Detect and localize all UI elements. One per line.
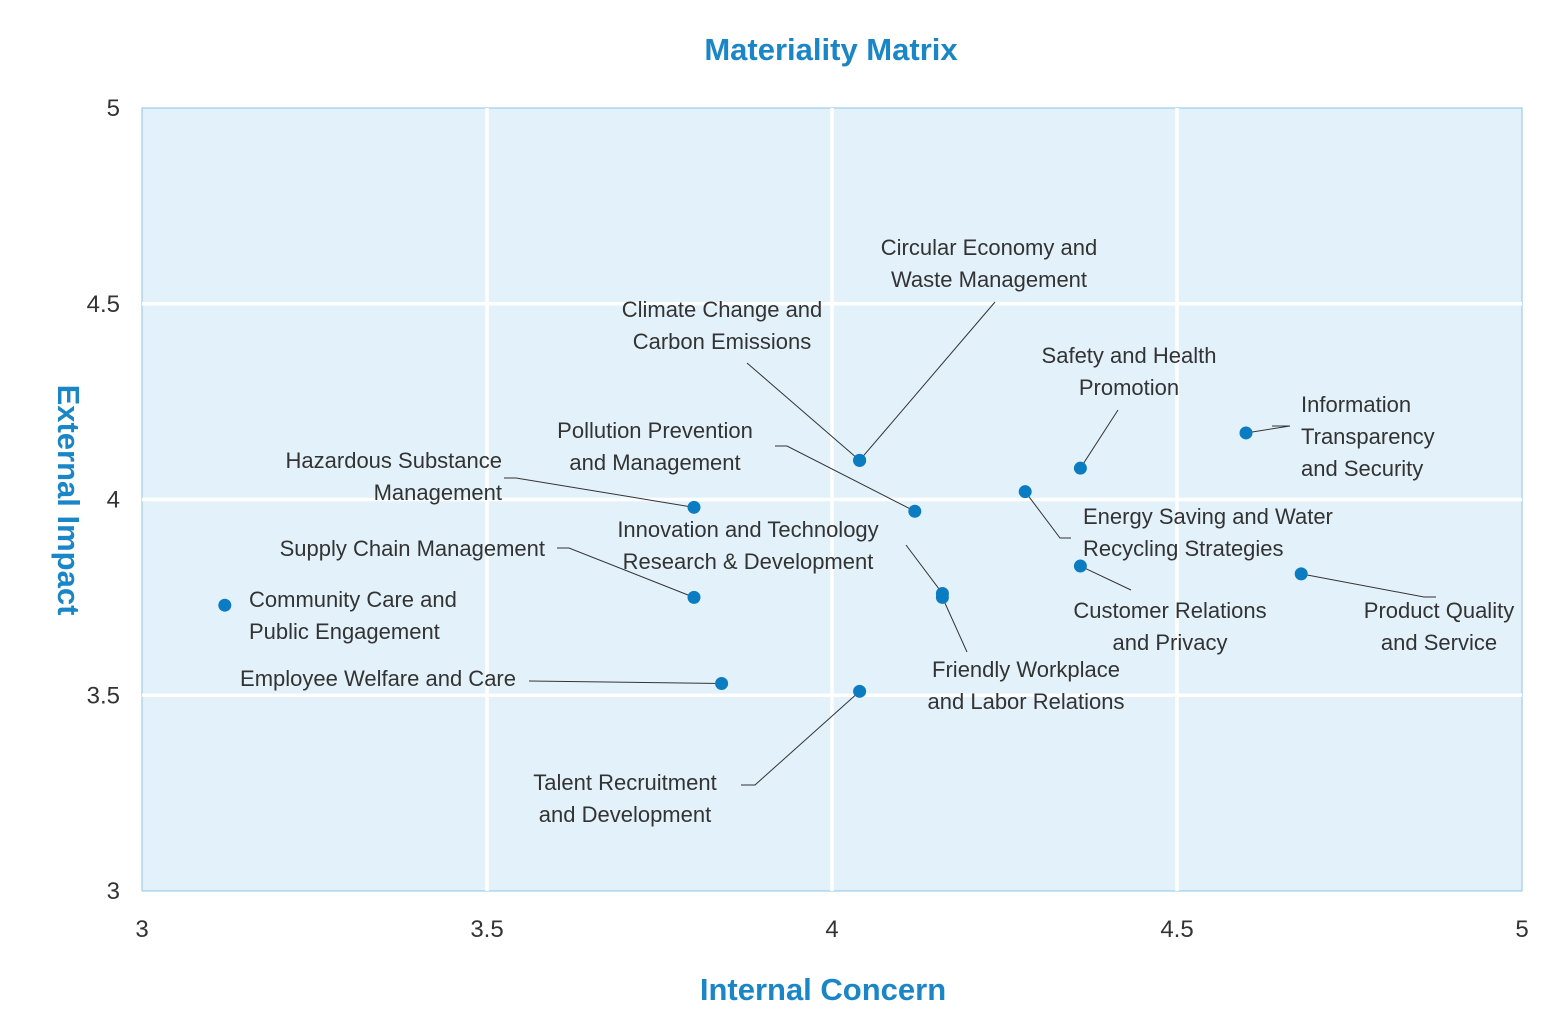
- point-label: Supply Chain Management: [280, 536, 545, 561]
- leader-line: [528, 680, 722, 685]
- y-tick-label: 3.5: [87, 682, 120, 709]
- chart-title: Materiality Matrix: [704, 32, 958, 67]
- data-point: [715, 677, 729, 691]
- axis-ticks: 3 3.5 4 4.5 5 3 3.5 4 4.5 5: [87, 95, 1529, 943]
- point-label-line: Energy Saving and Water: [1083, 504, 1333, 529]
- x-tick-label: 3: [135, 916, 148, 943]
- leader-line: [1080, 565, 1132, 591]
- leader-lines: [504, 301, 1436, 786]
- point-label-line: Innovation and Technology: [617, 517, 878, 542]
- data-point: [1073, 461, 1087, 475]
- data-point: [853, 453, 867, 467]
- data-point: [935, 590, 949, 604]
- point-label-line: and Management: [569, 450, 740, 475]
- point-label-line: and Labor Relations: [928, 689, 1125, 714]
- point-label: Information Transparency and Security: [1301, 392, 1435, 481]
- y-axis-title: External Impact: [51, 385, 86, 616]
- leader-line: [1079, 409, 1119, 469]
- y-tick-label: 3: [107, 878, 120, 905]
- point-label-line: Transparency: [1301, 424, 1435, 449]
- point-label-line: Public Engagement: [249, 619, 440, 644]
- point-label: Community Care and Public Engagement: [249, 587, 457, 644]
- data-point: [853, 684, 867, 698]
- point-label: Energy Saving and Water Recycling Strateg…: [1083, 504, 1333, 561]
- leader-line: [741, 690, 860, 786]
- y-tick-label: 4: [107, 487, 120, 514]
- point-label: Innovation and Technology Research & Deve…: [617, 517, 878, 574]
- leader-line: [1301, 573, 1436, 598]
- data-point: [1073, 559, 1087, 573]
- point-label-line: Friendly Workplace: [932, 657, 1120, 682]
- y-tick-label: 4.5: [87, 291, 120, 318]
- point-label: Employee Welfare and Care: [240, 666, 516, 691]
- point-label: Pollution Prevention and Management: [557, 418, 753, 475]
- leader-line: [905, 544, 943, 594]
- point-label: Friendly Workplace and Labor Relations: [928, 657, 1125, 714]
- point-labels: Circular Economy and Waste Management Clim…: [240, 235, 1514, 827]
- leader-line: [775, 445, 916, 512]
- data-point: [687, 590, 701, 604]
- point-label-line: Management: [374, 480, 502, 505]
- point-label-line: Circular Economy and: [881, 235, 1097, 260]
- point-label-line: and Privacy: [1113, 630, 1228, 655]
- point-label-line: Safety and Health: [1042, 343, 1217, 368]
- point-label-line: and Development: [539, 802, 711, 827]
- point-label-line: Pollution Prevention: [557, 418, 753, 443]
- point-label: Product Quality and Service: [1364, 598, 1514, 655]
- data-point: [687, 500, 701, 514]
- x-tick-label: 3.5: [470, 916, 503, 943]
- data-points: [218, 426, 1308, 698]
- point-label-line: Supply Chain Management: [280, 536, 545, 561]
- data-point: [908, 504, 922, 518]
- grid-lines: [142, 108, 1522, 891]
- point-label: Climate Change and Carbon Emissions: [622, 297, 823, 354]
- point-label: Talent Recruitment and Development: [533, 770, 716, 827]
- point-label-line: Recycling Strategies: [1083, 536, 1284, 561]
- x-tick-label: 4.5: [1160, 916, 1193, 943]
- y-tick-label: 5: [107, 95, 120, 122]
- data-point: [1294, 567, 1308, 581]
- point-label-line: Promotion: [1079, 375, 1179, 400]
- data-point: [1239, 426, 1253, 440]
- point-label-line: Research & Development: [623, 549, 874, 574]
- leader-line: [859, 301, 996, 461]
- point-label: Safety and Health Promotion: [1042, 343, 1217, 400]
- leader-line: [1245, 425, 1291, 434]
- leader-line: [504, 477, 695, 508]
- leader-line: [941, 597, 968, 653]
- point-label-line: and Security: [1301, 456, 1423, 481]
- point-label-line: Information: [1301, 392, 1411, 417]
- x-tick-label: 5: [1515, 916, 1528, 943]
- leader-line: [746, 362, 860, 461]
- point-label-line: Waste Management: [891, 267, 1087, 292]
- leader-line: [1024, 491, 1071, 539]
- point-label-line: Customer Relations: [1073, 598, 1266, 623]
- leader-line: [557, 547, 695, 598]
- point-label-line: Hazardous Substance: [286, 448, 502, 473]
- point-label-line: Product Quality: [1364, 598, 1514, 623]
- point-label-line: Talent Recruitment: [533, 770, 716, 795]
- point-label: Hazardous Substance Management: [286, 448, 502, 505]
- point-label-line: and Service: [1381, 630, 1497, 655]
- point-label-line: Climate Change and: [622, 297, 823, 322]
- data-point: [1018, 485, 1032, 499]
- point-label-line: Employee Welfare and Care: [240, 666, 516, 691]
- x-axis-title: Internal Concern: [700, 972, 946, 1007]
- data-point: [218, 598, 232, 612]
- point-label: Circular Economy and Waste Management: [881, 235, 1097, 292]
- point-label-line: Carbon Emissions: [633, 329, 812, 354]
- point-label: Customer Relations and Privacy: [1073, 598, 1266, 655]
- point-label-line: Community Care and: [249, 587, 457, 612]
- x-tick-label: 4: [825, 916, 838, 943]
